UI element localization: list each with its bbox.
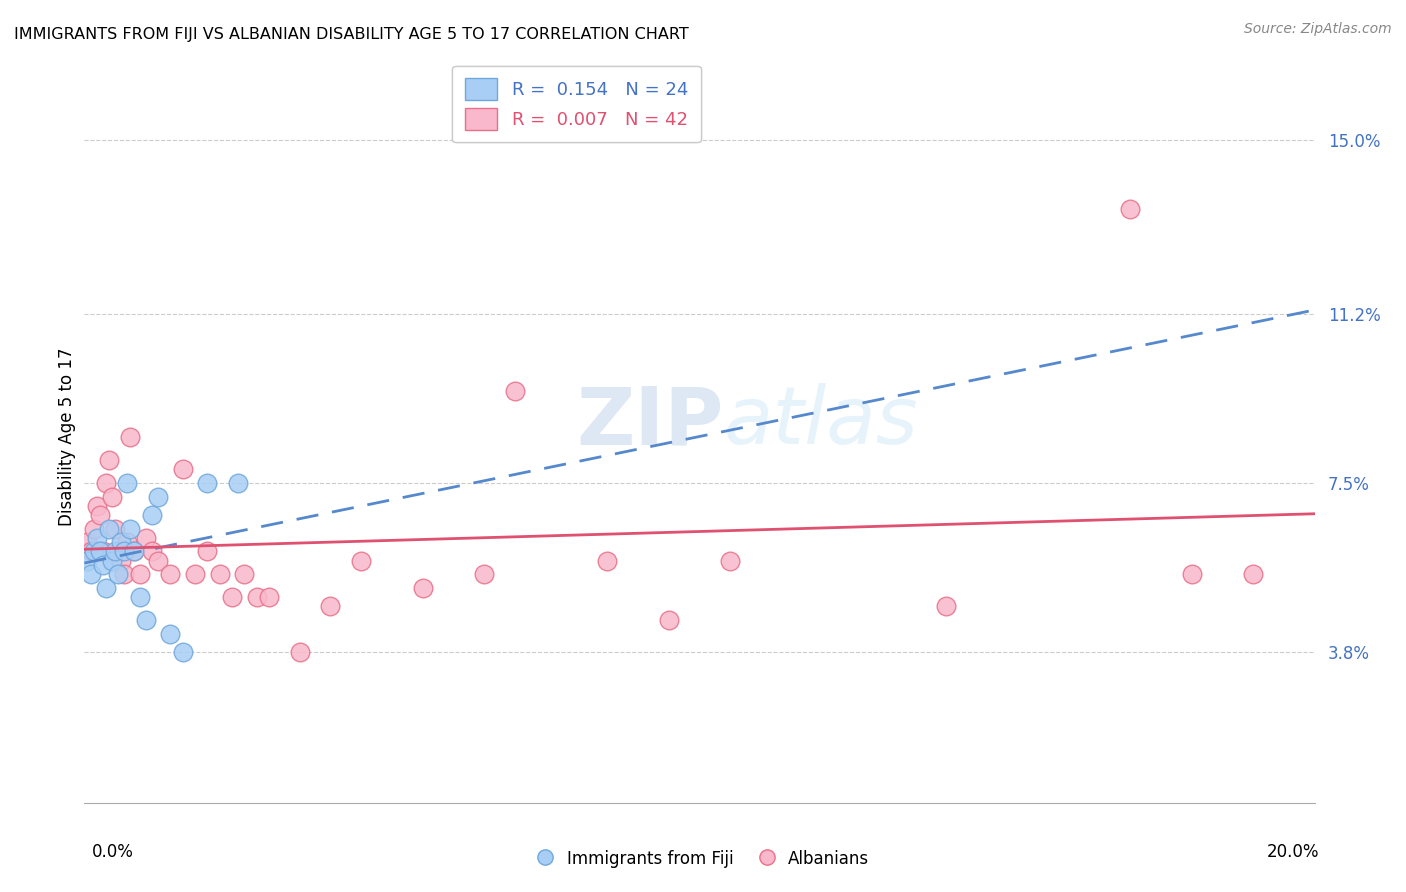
Point xyxy=(94,581,117,595)
Legend: R =  0.154   N = 24, R =  0.007   N = 42: R = 0.154 N = 24, R = 0.007 N = 42 xyxy=(453,66,700,143)
Point xyxy=(104,544,127,558)
Point xyxy=(658,613,681,627)
Point xyxy=(117,475,139,490)
Point xyxy=(148,553,170,567)
Point xyxy=(472,567,495,582)
Point xyxy=(112,567,135,582)
Point xyxy=(159,567,181,582)
Point xyxy=(935,599,957,614)
Point xyxy=(83,544,105,558)
Point xyxy=(1119,202,1142,216)
Point xyxy=(117,535,139,549)
Point xyxy=(120,521,142,535)
Point xyxy=(141,544,163,558)
Point xyxy=(89,508,111,522)
Point xyxy=(350,553,373,567)
Point xyxy=(141,508,163,522)
Point xyxy=(94,475,117,490)
Point xyxy=(112,544,135,558)
Text: Source: ZipAtlas.com: Source: ZipAtlas.com xyxy=(1244,22,1392,37)
Point xyxy=(226,475,249,490)
Point xyxy=(98,521,120,535)
Point xyxy=(596,553,619,567)
Point xyxy=(159,626,181,640)
Point xyxy=(91,544,114,558)
Point xyxy=(110,535,132,549)
Point xyxy=(246,590,269,604)
Text: IMMIGRANTS FROM FIJI VS ALBANIAN DISABILITY AGE 5 TO 17 CORRELATION CHART: IMMIGRANTS FROM FIJI VS ALBANIAN DISABIL… xyxy=(14,27,689,42)
Point xyxy=(122,544,145,558)
Point xyxy=(86,531,108,545)
Point xyxy=(110,553,132,567)
Y-axis label: Disability Age 5 to 17: Disability Age 5 to 17 xyxy=(58,348,76,526)
Point xyxy=(135,531,157,545)
Point xyxy=(288,645,311,659)
Text: atlas: atlas xyxy=(724,384,920,461)
Point xyxy=(172,462,194,476)
Point xyxy=(503,384,526,399)
Legend: Immigrants from Fiji, Albanians: Immigrants from Fiji, Albanians xyxy=(530,843,876,875)
Point xyxy=(83,521,105,535)
Point xyxy=(89,544,111,558)
Point xyxy=(86,499,108,513)
Point xyxy=(122,544,145,558)
Point xyxy=(128,567,150,582)
Point xyxy=(197,475,219,490)
Point xyxy=(101,553,124,567)
Point xyxy=(233,567,256,582)
Point xyxy=(1181,567,1204,582)
Point xyxy=(107,567,129,582)
Point xyxy=(101,490,124,504)
Point xyxy=(184,567,207,582)
Point xyxy=(128,590,150,604)
Point xyxy=(135,613,157,627)
Point xyxy=(98,453,120,467)
Point xyxy=(718,553,741,567)
Point xyxy=(79,567,101,582)
Point xyxy=(120,430,142,444)
Point xyxy=(172,645,194,659)
Text: 20.0%: 20.0% xyxy=(1267,843,1319,861)
Point xyxy=(257,590,280,604)
Text: ZIP: ZIP xyxy=(576,384,724,461)
Point xyxy=(197,544,219,558)
Point xyxy=(319,599,342,614)
Point xyxy=(107,544,129,558)
Point xyxy=(208,567,231,582)
Point xyxy=(91,558,114,573)
Point xyxy=(76,535,98,549)
Point xyxy=(79,544,101,558)
Point xyxy=(148,490,170,504)
Point xyxy=(76,553,98,567)
Point xyxy=(412,581,434,595)
Point xyxy=(221,590,243,604)
Point xyxy=(1241,567,1264,582)
Point xyxy=(104,521,127,535)
Text: 0.0%: 0.0% xyxy=(91,843,134,861)
